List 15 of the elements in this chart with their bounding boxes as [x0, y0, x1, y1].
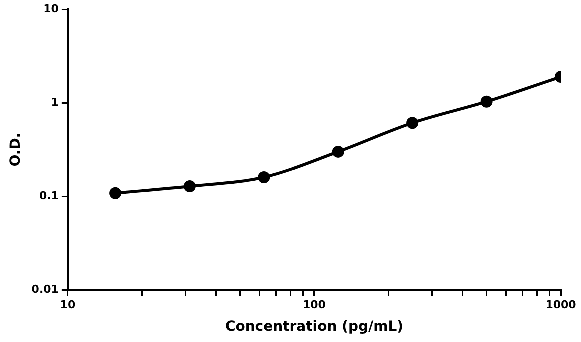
point: [258, 171, 270, 184]
point: [110, 187, 122, 200]
y-tick-label: 0.01: [32, 282, 59, 296]
y-tick-label: 1: [51, 96, 59, 109]
y-tick-label: 0.1: [39, 189, 59, 202]
point: [406, 117, 419, 130]
point: [480, 96, 493, 108]
point: [184, 180, 196, 193]
y-axis-title: O.D.: [8, 132, 24, 167]
x-tick-label: 10: [60, 298, 76, 312]
y-tick-label: 10: [44, 2, 60, 16]
point: [332, 146, 344, 158]
x-axis-title: Concentration (pg/mL): [225, 319, 404, 336]
x-tick-label: 1000: [546, 298, 577, 312]
x-tick-label: 100: [302, 298, 326, 312]
